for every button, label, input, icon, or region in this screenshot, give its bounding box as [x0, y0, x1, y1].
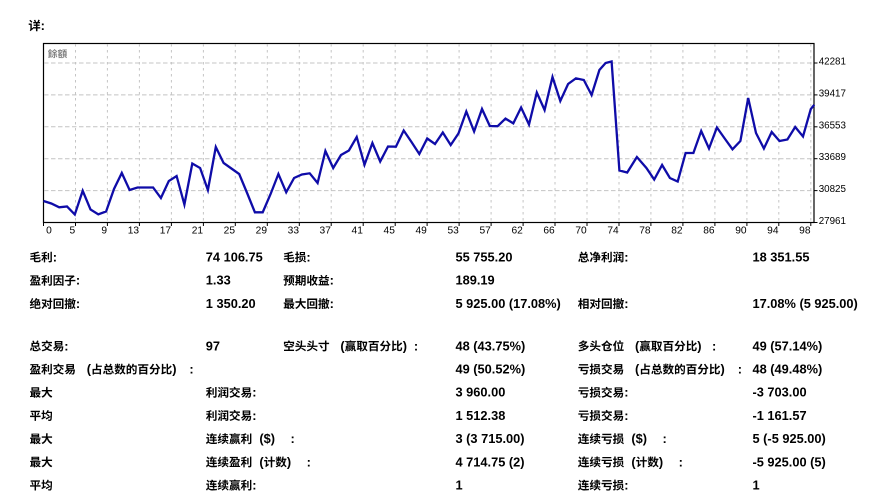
svg-text:53: 53: [447, 226, 459, 237]
svg-text::: :: [252, 385, 256, 400]
svg-text::: :: [663, 431, 667, 446]
svg-text::: :: [64, 338, 68, 353]
svg-text:5: 5: [70, 226, 76, 237]
svg-text:($): ($): [631, 431, 647, 446]
svg-text:37: 37: [320, 226, 332, 237]
svg-text:33: 33: [288, 226, 300, 237]
svg-text:78: 78: [639, 226, 651, 237]
svg-text:): ): [172, 362, 176, 377]
svg-text:(: (: [635, 338, 640, 353]
svg-text:5 (-5 925.00): 5 (-5 925.00): [753, 431, 826, 446]
svg-text::: :: [307, 454, 311, 469]
svg-text:(: (: [635, 362, 640, 377]
svg-text:13: 13: [128, 226, 140, 237]
svg-text::: :: [189, 362, 193, 377]
svg-text:-3 703.00: -3 703.00: [753, 385, 807, 400]
svg-text:17.08% (5 925.00): 17.08% (5 925.00): [753, 296, 858, 311]
svg-text:45: 45: [384, 226, 396, 237]
svg-text:9: 9: [101, 226, 107, 237]
svg-text:-5 925.00 (5): -5 925.00 (5): [753, 454, 826, 469]
svg-text:82: 82: [671, 226, 683, 237]
svg-text:30825: 30825: [819, 184, 847, 195]
svg-text:42281: 42281: [819, 57, 846, 68]
svg-text:21: 21: [192, 226, 204, 237]
svg-text::: :: [306, 249, 310, 264]
svg-text::: :: [76, 273, 80, 288]
svg-text:90: 90: [735, 226, 747, 237]
svg-text:3 960.00: 3 960.00: [456, 385, 506, 400]
svg-text:1.33: 1.33: [206, 273, 231, 288]
svg-text::: :: [414, 338, 418, 353]
svg-text:): ): [287, 454, 291, 469]
svg-text:0: 0: [46, 226, 52, 237]
svg-text:($): ($): [259, 431, 275, 446]
svg-text:189.19: 189.19: [456, 273, 495, 288]
svg-text:29: 29: [256, 226, 268, 237]
svg-text::: :: [624, 385, 628, 400]
svg-text:41: 41: [352, 226, 364, 237]
svg-text:74 106.75: 74 106.75: [206, 249, 263, 264]
svg-text:): ): [721, 362, 725, 377]
svg-text::: :: [738, 362, 742, 377]
svg-text:5 925.00 (17.08%): 5 925.00 (17.08%): [456, 296, 561, 311]
svg-text::: :: [76, 296, 80, 311]
svg-text:86: 86: [703, 226, 715, 237]
svg-text:25: 25: [224, 226, 236, 237]
svg-text:66: 66: [543, 226, 555, 237]
svg-text:): ): [659, 454, 663, 469]
svg-text::: :: [624, 408, 628, 423]
svg-text:74: 74: [607, 226, 619, 237]
svg-text:(: (: [631, 454, 636, 469]
svg-text:57: 57: [479, 226, 491, 237]
svg-text::: :: [291, 431, 295, 446]
svg-text::: :: [41, 18, 45, 33]
svg-text:): ): [697, 338, 701, 353]
svg-text::: :: [624, 249, 628, 264]
svg-text::: :: [252, 408, 256, 423]
svg-text:(: (: [87, 362, 92, 377]
svg-text:1 512.38: 1 512.38: [456, 408, 506, 423]
svg-text:1 350.20: 1 350.20: [206, 296, 256, 311]
svg-text:70: 70: [575, 226, 587, 237]
svg-text::: :: [679, 454, 683, 469]
svg-text:94: 94: [767, 226, 779, 237]
svg-text:1: 1: [456, 478, 463, 493]
svg-text:18 351.55: 18 351.55: [753, 249, 810, 264]
svg-text:3 (3 715.00): 3 (3 715.00): [456, 431, 525, 446]
svg-text:49: 49: [415, 226, 427, 237]
svg-text::: :: [53, 249, 57, 264]
svg-text:98: 98: [799, 226, 811, 237]
svg-text::: :: [330, 296, 334, 311]
svg-text:49 (50.52%): 49 (50.52%): [456, 362, 526, 377]
svg-text:4 714.75 (2): 4 714.75 (2): [456, 454, 525, 469]
svg-text:97: 97: [206, 338, 220, 353]
svg-text:36553: 36553: [819, 120, 847, 131]
svg-text:49 (57.14%): 49 (57.14%): [753, 338, 823, 353]
svg-text:48 (43.75%): 48 (43.75%): [456, 338, 526, 353]
svg-text:62: 62: [511, 226, 523, 237]
svg-text:55 755.20: 55 755.20: [456, 249, 513, 264]
svg-text:(: (: [259, 454, 264, 469]
svg-text:-1 161.57: -1 161.57: [753, 408, 807, 423]
svg-text::: :: [330, 273, 334, 288]
svg-text:33689: 33689: [819, 152, 846, 163]
svg-text:39417: 39417: [819, 88, 846, 99]
svg-text::: :: [624, 296, 628, 311]
svg-text:(: (: [340, 338, 345, 353]
svg-text:27961: 27961: [819, 216, 846, 227]
svg-text::: :: [712, 338, 716, 353]
svg-text::: :: [252, 478, 256, 493]
svg-text:17: 17: [160, 226, 172, 237]
svg-text:1: 1: [753, 478, 760, 493]
svg-text:): ): [403, 338, 407, 353]
svg-text::: :: [624, 478, 628, 493]
svg-text:48 (49.48%): 48 (49.48%): [753, 362, 823, 377]
